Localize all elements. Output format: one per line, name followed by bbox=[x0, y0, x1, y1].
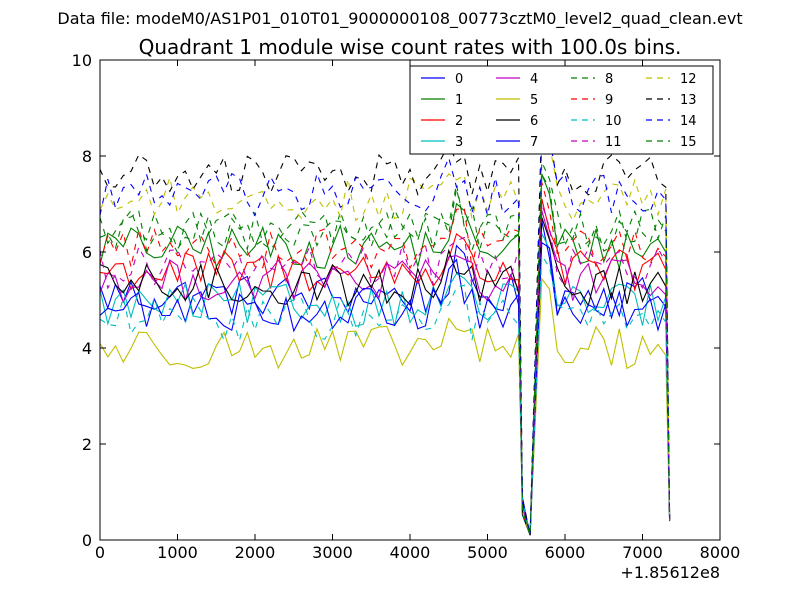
chart-title: Quadrant 1 module wise count rates with … bbox=[139, 35, 682, 59]
series-line-12 bbox=[99, 136, 671, 536]
chart-suptitle: Data file: modeM0/AS1P01_010T01_90000001… bbox=[57, 9, 742, 29]
legend-label-14: 14 bbox=[680, 114, 697, 129]
series-line-7 bbox=[99, 241, 671, 536]
series-line-2 bbox=[99, 198, 671, 536]
series-line-0 bbox=[99, 220, 671, 536]
legend-label-11: 11 bbox=[605, 135, 622, 150]
series-line-6 bbox=[99, 217, 671, 536]
legend-label-0: 0 bbox=[455, 72, 463, 87]
legend-label-5: 5 bbox=[530, 93, 538, 108]
legend-label-1: 1 bbox=[455, 93, 463, 108]
legend-label-4: 4 bbox=[530, 72, 538, 87]
legend-label-13: 13 bbox=[680, 93, 697, 108]
plot-lines bbox=[99, 114, 671, 536]
legend-label-9: 9 bbox=[605, 93, 613, 108]
legend-label-8: 8 bbox=[605, 72, 613, 87]
y-tick-label: 8 bbox=[82, 147, 92, 166]
y-tick-label: 4 bbox=[82, 339, 92, 358]
legend-label-2: 2 bbox=[455, 114, 463, 129]
x-tick-label: 2000 bbox=[235, 543, 276, 562]
y-tick-label: 2 bbox=[82, 435, 92, 454]
series-line-9 bbox=[99, 182, 671, 536]
series-line-5 bbox=[99, 277, 671, 536]
series-line-13 bbox=[99, 114, 671, 536]
x-tick-label: 5000 bbox=[467, 543, 508, 562]
series-line-1 bbox=[99, 173, 671, 536]
y-tick-label: 6 bbox=[82, 243, 92, 262]
legend-label-6: 6 bbox=[530, 114, 538, 129]
x-tick-label: 4000 bbox=[390, 543, 431, 562]
x-tick-label: 0 bbox=[95, 543, 105, 562]
x-tick-label: 6000 bbox=[545, 543, 586, 562]
x-offset-label: +1.85612e8 bbox=[620, 563, 720, 582]
x-tick-label: 3000 bbox=[312, 543, 353, 562]
legend-label-15: 15 bbox=[680, 135, 697, 150]
y-tick-label: 10 bbox=[72, 51, 92, 70]
series-line-3 bbox=[99, 233, 671, 536]
legend-label-3: 3 bbox=[455, 135, 463, 150]
legend-label-10: 10 bbox=[605, 114, 622, 129]
legend-label-12: 12 bbox=[680, 72, 697, 87]
legend-frame bbox=[409, 65, 714, 155]
series-line-11 bbox=[99, 203, 671, 536]
y-tick-label: 0 bbox=[82, 531, 92, 550]
x-tick-label: 7000 bbox=[622, 543, 663, 562]
x-tick-label: 8000 bbox=[700, 543, 741, 562]
series-line-8 bbox=[99, 161, 671, 536]
series-line-15 bbox=[99, 172, 671, 536]
x-tick-label: 1000 bbox=[157, 543, 198, 562]
series-line-14 bbox=[99, 134, 671, 536]
series-line-10 bbox=[99, 253, 671, 536]
legend-label-7: 7 bbox=[530, 135, 538, 150]
series-line-4 bbox=[99, 210, 671, 536]
